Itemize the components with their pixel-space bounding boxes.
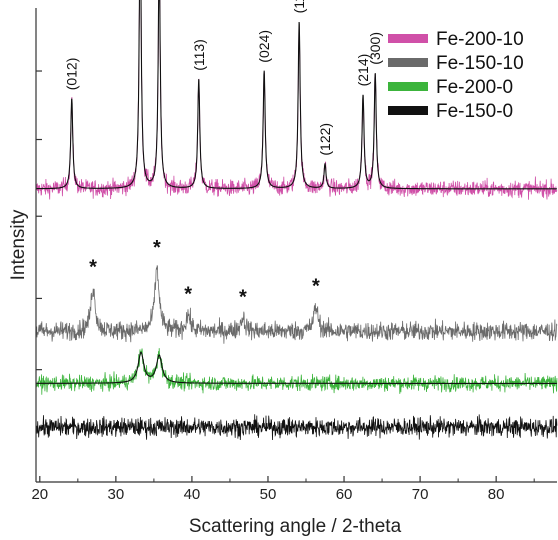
star-annotation-2: * [184,283,192,305]
star-annotation-0: * [89,256,97,278]
series-line-1 [35,265,558,344]
legend: Fe-200-10 Fe-150-10 Fe-200-0 Fe-150-0 [388,29,524,122]
annotation-layer: (012)(104)(110)(113)(024)(116)(122)(214)… [64,0,384,309]
x-tick-label-2: 40 [184,486,201,503]
peak-label-7: (214) [355,54,371,87]
x-tick-label-3: 50 [260,486,277,503]
legend-label-3: Fe-150-0 [436,101,513,122]
peak-label-8: (300) [367,32,383,65]
legend-label-2: Fe-200-0 [436,77,513,98]
x-tick-label-1: 30 [108,486,125,503]
x-tick-label-6: 80 [488,486,505,503]
star-annotation-4: * [312,276,320,298]
peak-label-4: (024) [256,30,272,63]
x-tick-label-5: 70 [412,486,429,503]
peak-label-6: (122) [317,123,333,156]
peak-label-0: (012) [64,58,80,91]
legend-swatch-1 [388,58,428,67]
series-line-2 [35,348,558,395]
series-line-3 [35,414,558,441]
legend-swatch-3 [388,106,428,115]
star-annotation-1: * [153,237,161,259]
fit-line-0 [36,0,557,190]
legend-label-0: Fe-200-10 [436,29,524,50]
x-axis-title: Scattering angle / 2-theta [189,516,402,537]
series-layer [35,0,558,441]
legend-label-1: Fe-150-10 [436,53,524,74]
legend-swatch-2 [388,82,428,91]
star-annotation-3: * [239,287,247,309]
axes-layer: 20 30 40 50 60 70 80 [31,8,557,503]
x-tick-label-4: 60 [336,486,353,503]
legend-swatch-0 [388,34,428,43]
fit-line-2 [36,351,557,384]
y-axis-title: Intensity [8,209,29,280]
x-tick-label-0: 20 [31,486,48,503]
peak-label-3: (113) [191,39,207,71]
peak-label-5: (116) [291,0,307,13]
